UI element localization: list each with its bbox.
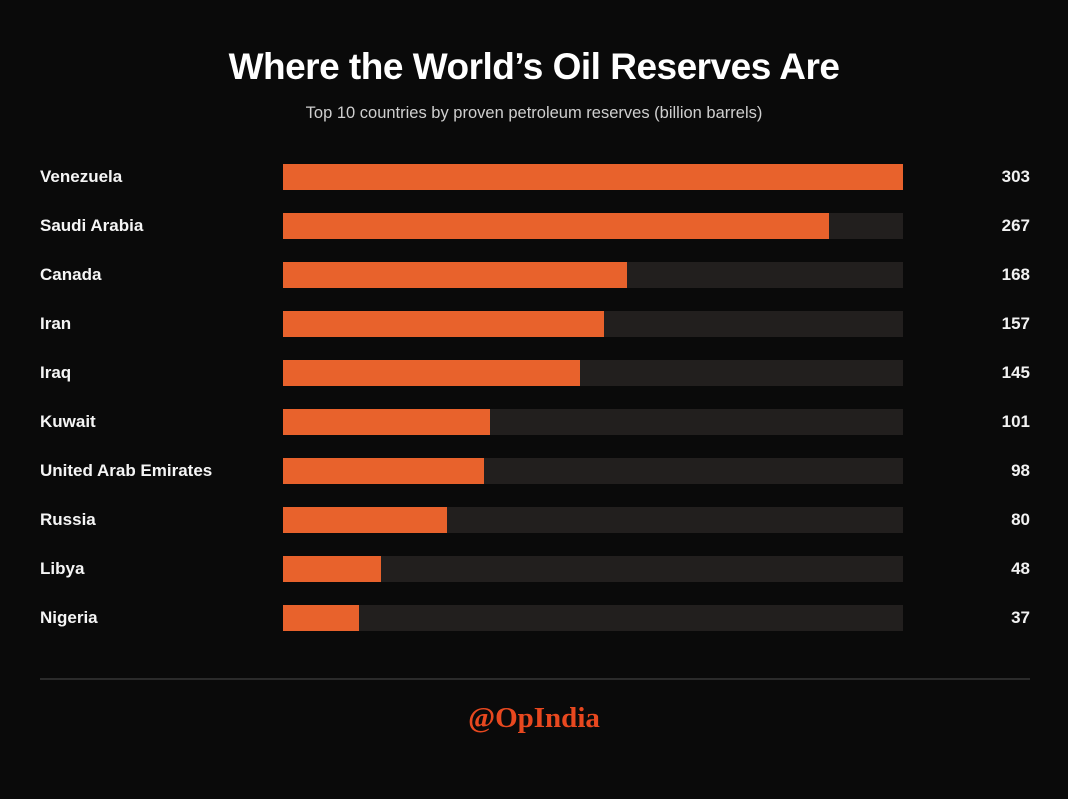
bar-track: [283, 507, 903, 533]
value-label: 157: [1001, 314, 1030, 333]
bar-track: [283, 409, 903, 435]
country-label: Canada: [40, 265, 102, 284]
bar-row-saudi-arabia: Saudi Arabia 267: [40, 213, 1030, 239]
country-label: Saudi Arabia: [40, 216, 144, 235]
value-label: 303: [1001, 167, 1030, 186]
bar-fill: [283, 556, 382, 582]
bar-fill: [283, 213, 830, 239]
value-label: 101: [1001, 412, 1030, 431]
bar-fill: [283, 507, 447, 533]
divider: [40, 678, 1030, 680]
bar-row-united-arab-emirates: United Arab Emirates 98: [40, 458, 1030, 484]
watermark-handle: @OpIndia: [468, 702, 600, 734]
country-label: Libya: [40, 559, 85, 578]
value-label: 168: [1001, 265, 1030, 284]
bar-track: [283, 458, 903, 484]
country-label: Kuwait: [40, 412, 96, 431]
bar-fill: [283, 409, 490, 435]
bar-fill: [283, 605, 359, 631]
value-label: 98: [1011, 461, 1030, 480]
value-label: 80: [1011, 510, 1030, 529]
bar-row-venezuela: Venezuela 303: [40, 164, 1030, 190]
bar-row-russia: Russia 80: [40, 507, 1030, 533]
bar-row-iran: Iran 157: [40, 311, 1030, 337]
country-label: Venezuela: [40, 167, 123, 186]
bar-row-libya: Libya 48: [40, 556, 1030, 582]
country-label: Nigeria: [40, 608, 98, 627]
chart-title: Where the World’s Oil Reserves Are: [228, 46, 840, 87]
bar-track: [283, 311, 903, 337]
value-label: 145: [1001, 363, 1030, 382]
chart-subtitle: Top 10 countries by proven petroleum res…: [305, 104, 763, 122]
country-label: United Arab Emirates: [40, 461, 213, 480]
bar-track: [283, 360, 903, 386]
bar-track: [283, 213, 903, 239]
bar-row-nigeria: Nigeria 37: [40, 605, 1030, 631]
bar-fill: [283, 458, 484, 484]
bar-track: [283, 164, 903, 190]
bar-fill: [283, 311, 605, 337]
bar-chart: Venezuela 303 Saudi Arabia 267 Canada 16…: [0, 164, 1068, 631]
value-label: 37: [1011, 608, 1030, 627]
bar-row-iraq: Iraq 145: [40, 360, 1030, 386]
bar-row-canada: Canada 168: [40, 262, 1030, 288]
bar-track: [283, 556, 903, 582]
bar-row-kuwait: Kuwait 101: [40, 409, 1030, 435]
country-label: Russia: [40, 510, 96, 529]
bar-fill: [283, 360, 580, 386]
country-label: Iran: [40, 314, 72, 333]
country-label: Iraq: [40, 363, 72, 382]
value-label: 48: [1011, 559, 1030, 578]
bar-track: [283, 605, 903, 631]
bar-fill: [283, 262, 627, 288]
bar-fill: [283, 164, 903, 190]
value-label: 267: [1001, 216, 1030, 235]
bar-track: [283, 262, 903, 288]
